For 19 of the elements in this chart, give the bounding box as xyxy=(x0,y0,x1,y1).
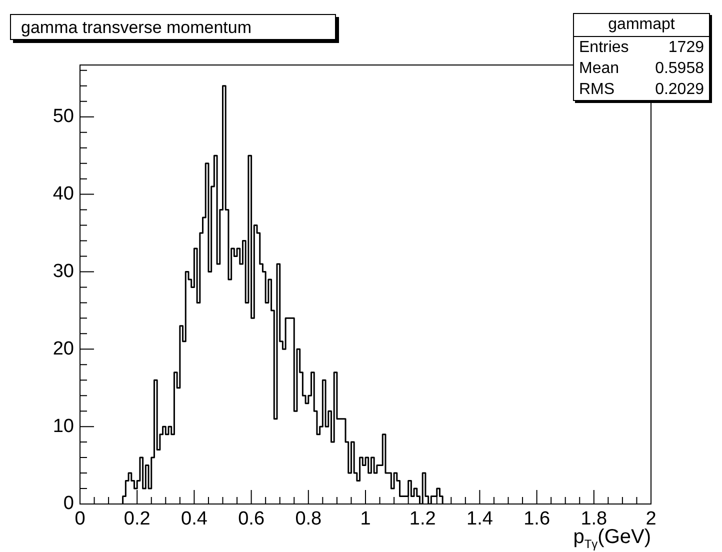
x-tick-label: 1 xyxy=(360,508,371,530)
x-tick-label: 1.6 xyxy=(524,508,550,530)
y-tick-label: 10 xyxy=(52,416,74,437)
text: Mean 0.5958 xyxy=(579,60,704,77)
y-tick-label: 40 xyxy=(52,184,74,205)
x-tick-label: 0.4 xyxy=(180,508,208,530)
x-tick-label: 1.4 xyxy=(466,508,494,530)
y-tick-label: 30 xyxy=(52,260,74,282)
y-tick-label: 50 xyxy=(52,106,74,128)
y-tick-label: 0 xyxy=(63,493,74,514)
x-tick-label: 1.2 xyxy=(409,508,436,530)
x-tick-label: 0.6 xyxy=(238,508,265,530)
text: Entries 1729 xyxy=(579,39,704,56)
text: gammapt xyxy=(574,14,709,37)
text: RMS 0.2029 xyxy=(579,81,704,98)
chart-title: gamma transverse momentum xyxy=(10,14,336,40)
x-tick-label: 0.2 xyxy=(124,508,150,530)
x-tick-label: 0.8 xyxy=(295,508,322,530)
y-tick-label: 20 xyxy=(52,338,74,360)
